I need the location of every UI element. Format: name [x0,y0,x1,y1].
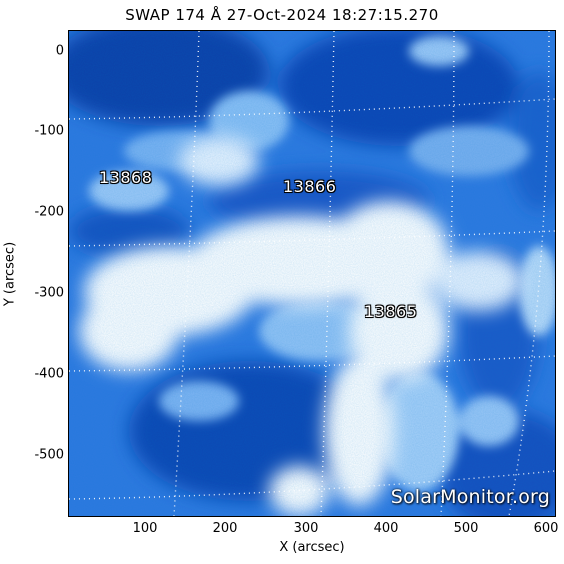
x-tick-label: 200 [212,521,238,536]
heliographic-grid [69,31,555,516]
active-region-label: 13868 [99,168,153,187]
y-tick-label: -200 [34,204,64,220]
euv-image [69,31,555,516]
y-tick-label: -400 [34,366,64,382]
active-region-label: 13865 [364,302,418,321]
texture [69,31,555,516]
x-tick-label: 300 [293,521,319,536]
x-tick-label: 100 [132,521,158,536]
solar-image-plot [68,30,556,517]
x-tick-label: 500 [453,521,479,536]
image-title: SWAP 174 Å 27-Oct-2024 18:27:15.270 [125,6,439,24]
x-tick-label: 400 [373,521,399,536]
x-axis-label: X (arcsec) [279,540,345,555]
y-tick-label: 0 [55,43,64,59]
x-tick-label: 600 [533,521,559,536]
y-axis-label: Y (arcsec) [2,241,18,307]
y-tick-label: -500 [34,447,64,463]
solarmonitor-watermark: SolarMonitor.org [390,486,550,508]
y-tick-label: -300 [34,285,64,301]
y-tick-label: -100 [34,123,64,139]
active-region-label: 13866 [283,177,337,196]
